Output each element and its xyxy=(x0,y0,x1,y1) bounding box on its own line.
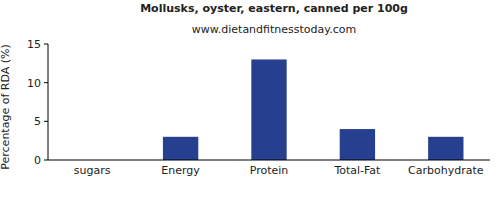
title: Mollusks, oyster, eastern, canned per 10… xyxy=(140,2,408,15)
bar xyxy=(163,137,198,160)
bar xyxy=(340,129,375,160)
y-tick-label: 5 xyxy=(34,115,41,128)
x-axis-line xyxy=(48,160,490,161)
y-tick xyxy=(44,82,48,83)
chart-svg: Mollusks, oyster, eastern, canned per 10… xyxy=(0,0,500,200)
x-tick-label: Total-Fat xyxy=(333,164,381,177)
x-tick-label: sugars xyxy=(74,164,111,177)
y-tick xyxy=(44,121,48,122)
y-tick xyxy=(44,44,48,45)
x-tick-label: Carbohydrate xyxy=(408,164,484,177)
bar xyxy=(428,137,463,160)
x-tick-label: Energy xyxy=(161,164,200,177)
y-axis-line xyxy=(48,44,49,160)
y-tick-label: 0 xyxy=(34,154,41,167)
x-tick-label: Protein xyxy=(250,164,289,177)
bar xyxy=(251,59,286,160)
bars xyxy=(163,59,464,160)
y-tick-label: 10 xyxy=(27,77,41,90)
y-tick xyxy=(44,160,48,161)
subtitle: www.dietandfitnesstoday.com xyxy=(192,23,356,36)
chart-container: Mollusks, oyster, eastern, canned per 10… xyxy=(0,0,500,200)
y-axis-label: Percentage of RDA (%) xyxy=(0,44,12,169)
y-tick-label: 15 xyxy=(27,38,41,51)
